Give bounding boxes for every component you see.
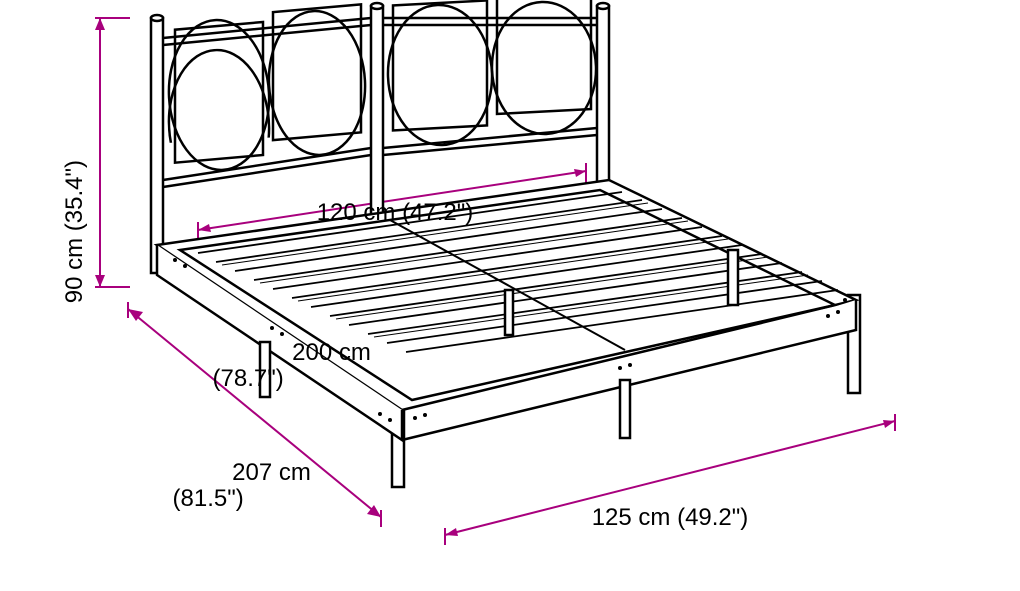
dim-owidth-cm: 125 cm [592, 504, 671, 531]
dim-olength-cm: 207 cm [232, 459, 311, 486]
svg-text:120 cm (47.2"): 120 cm (47.2") [317, 199, 474, 226]
svg-text:125 cm (49.2"): 125 cm (49.2") [592, 504, 749, 531]
dim-mlength-in: (78.7") [213, 365, 284, 392]
dim-mlength-cm: 200 cm [292, 339, 371, 366]
dim-olength-in: (81.5") [173, 485, 244, 512]
dim-mwidth-cm: 120 cm [317, 199, 396, 226]
dim-owidth-in: (49.2") [677, 504, 748, 531]
dim-mwidth-in: (47.2") [402, 199, 473, 226]
svg-text:90 cm (35.4"): 90 cm (35.4") [61, 160, 88, 303]
bed-frame-diagram: 90 cm (35.4") 120 cm (47.2") 200 cm (78.… [0, 0, 1020, 591]
dim-height-cm: 90 cm [61, 238, 88, 303]
dim-height-in: (35.4") [61, 160, 88, 231]
svg-text:207 cm (81.5"): 207 cm (81.5") [173, 459, 318, 512]
